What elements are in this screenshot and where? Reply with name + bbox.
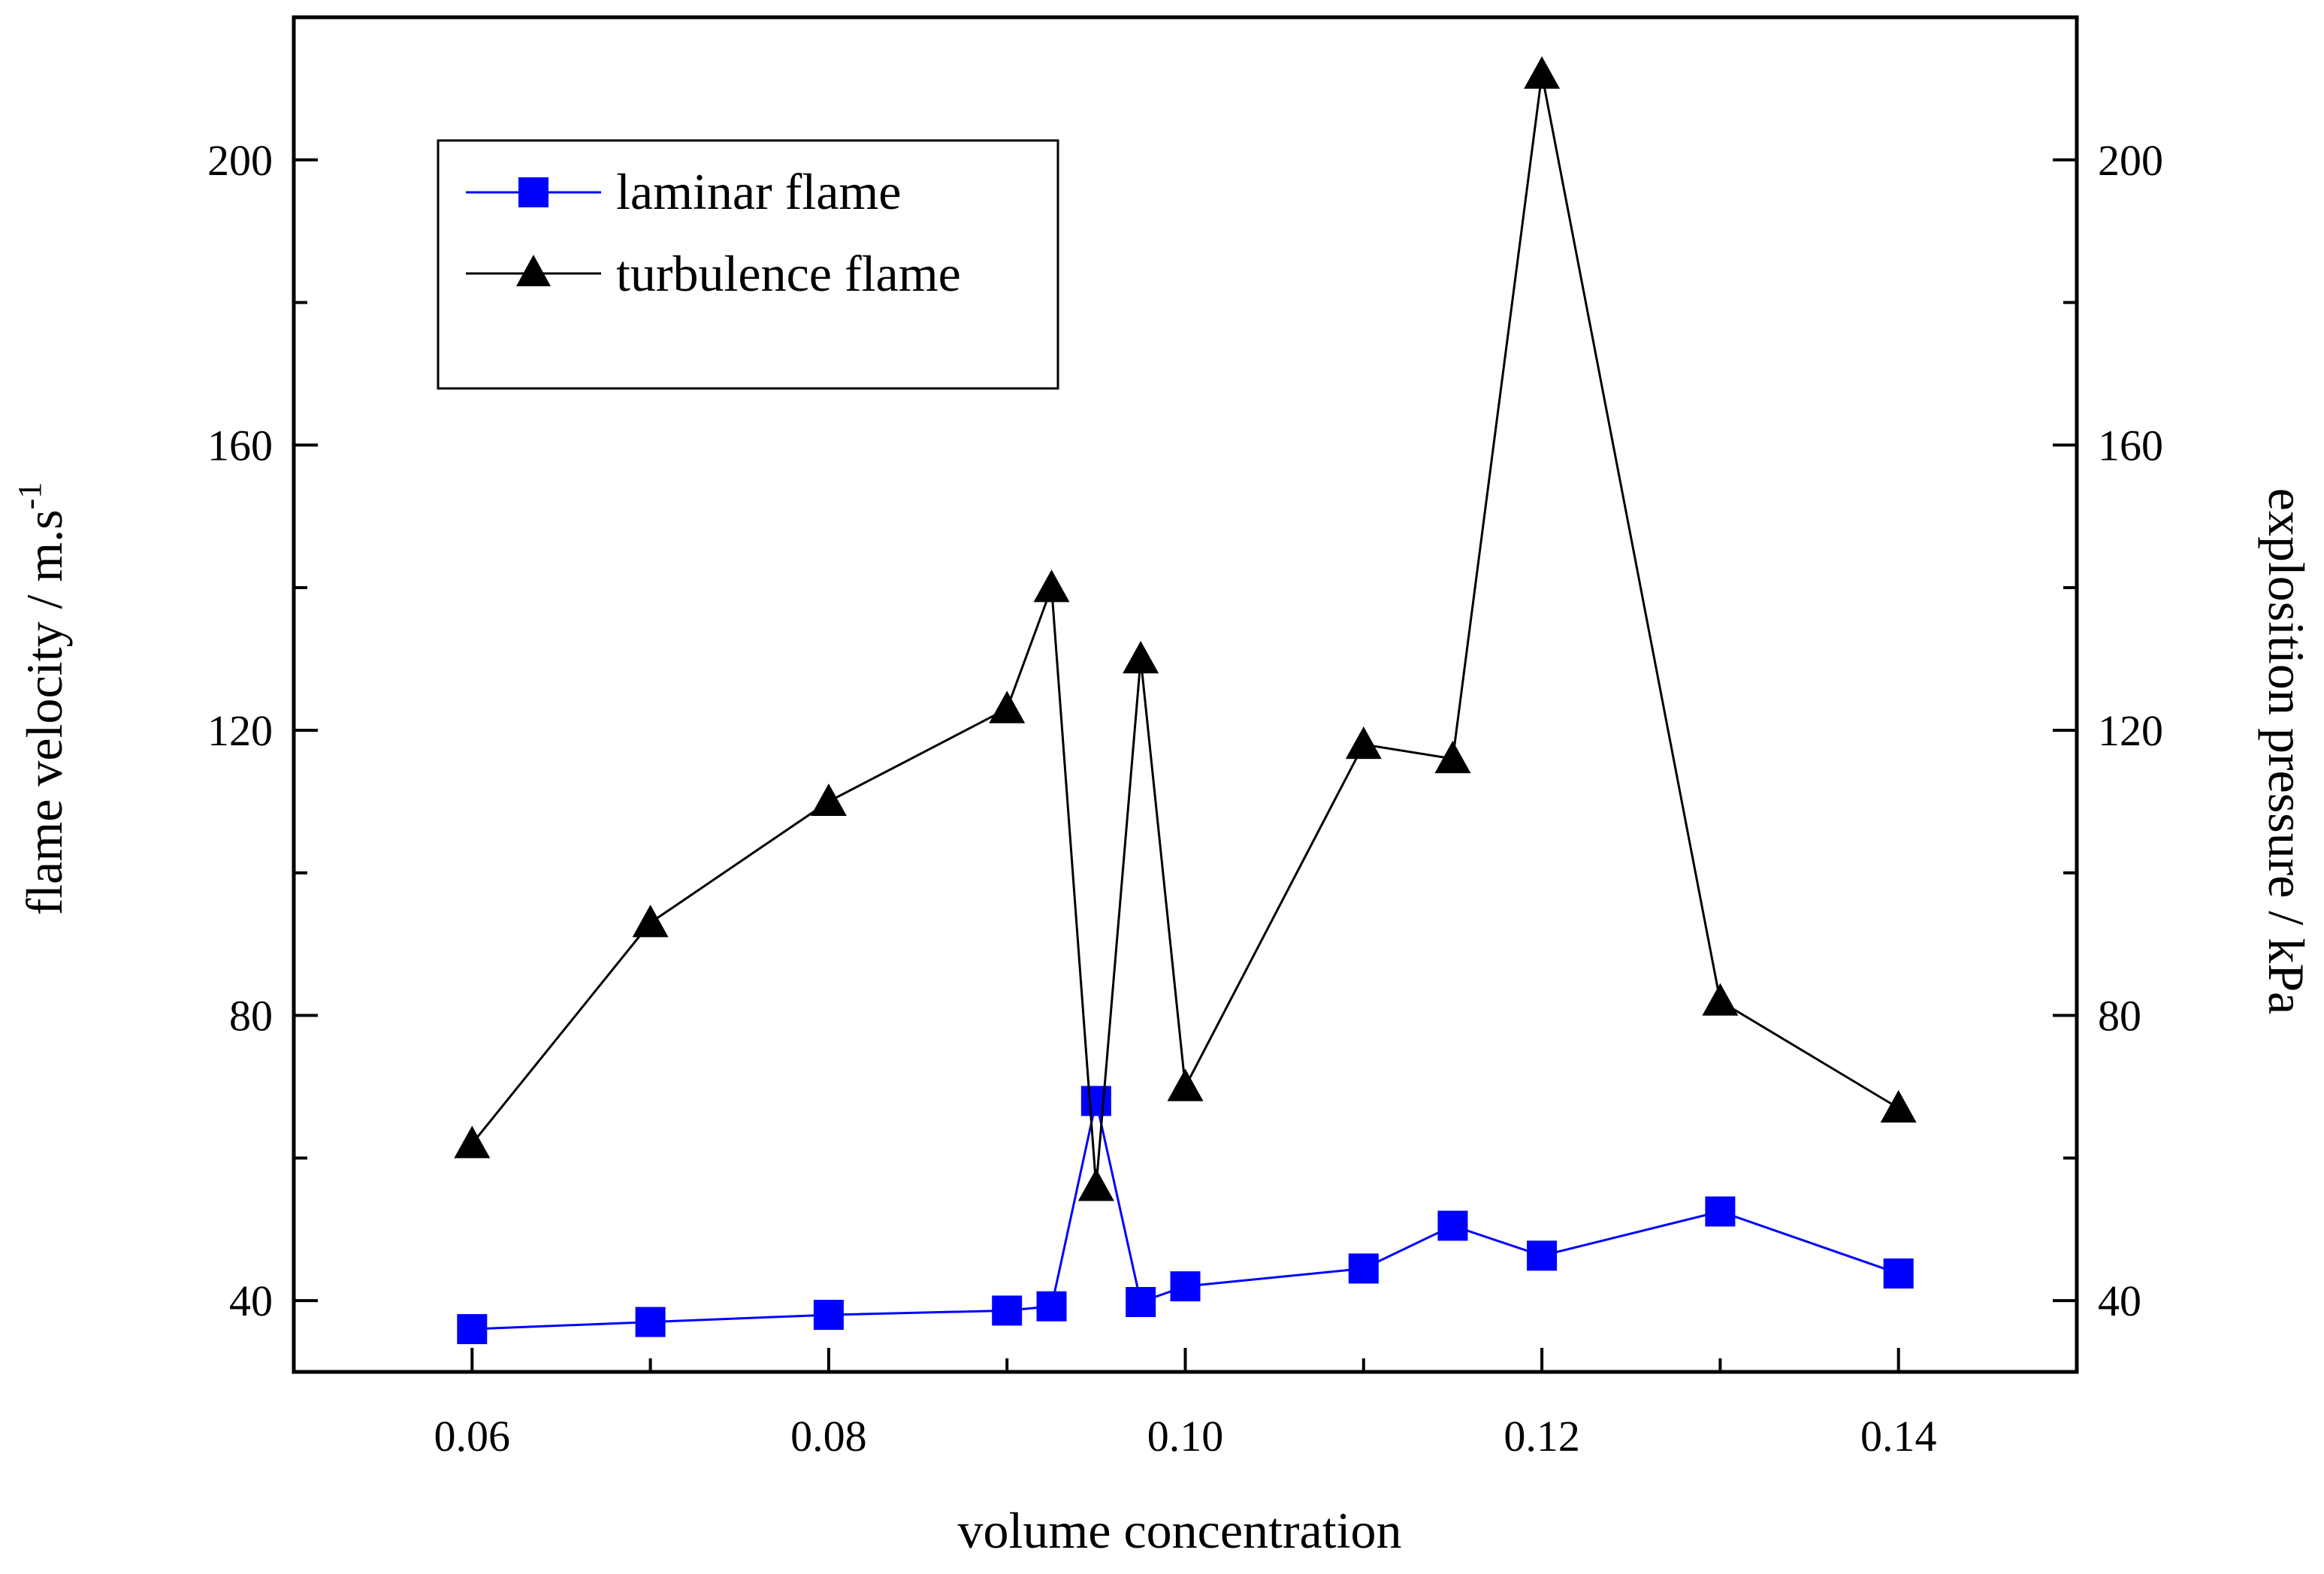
axis-tick-labels: 0.06 0.08 0.10 0.12 0.14 40 40 80 80 120 120 160 160… <box>207 136 2163 1461</box>
legend: laminar flame turbulence flame <box>437 139 1059 390</box>
series-turbulence-flame <box>454 56 1917 1201</box>
y-tick-label-right: 200 <box>2098 136 2163 185</box>
y-tick-label-left: 80 <box>229 992 273 1041</box>
data-point-square <box>1705 1196 1736 1227</box>
data-point-square <box>457 1314 488 1345</box>
data-point-square <box>1036 1291 1067 1322</box>
data-point-triangle <box>1167 1068 1204 1101</box>
data-point-triangle <box>1702 983 1739 1016</box>
legend-label-turbulence: turbulence flame <box>616 245 961 302</box>
data-point-triangle <box>1077 1168 1114 1201</box>
x-tick-label: 0.12 <box>1503 1412 1580 1461</box>
data-point-square <box>992 1295 1023 1326</box>
data-point-square <box>1883 1258 1914 1289</box>
y-axis-title-left: flame velocity / m.s-1 <box>11 482 73 916</box>
y-tick-label-left: 200 <box>207 136 273 185</box>
data-point-triangle <box>810 783 847 817</box>
data-point-square <box>1080 1086 1111 1116</box>
data-point-square <box>1348 1253 1379 1284</box>
data-point-triangle <box>1880 1089 1917 1123</box>
y-tick-label-right: 160 <box>2098 421 2163 470</box>
x-tick-label: 0.14 <box>1860 1412 1937 1461</box>
y-axis-title-right: explosition pressure / kPa <box>2258 488 2315 1015</box>
data-point-triangle <box>1123 641 1159 674</box>
data-point-square <box>1527 1240 1558 1271</box>
data-point-triangle <box>454 1125 491 1159</box>
data-point-triangle <box>989 690 1026 724</box>
legend-marker-turbulence <box>516 255 551 286</box>
data-point-triangle <box>1524 56 1561 89</box>
x-tick-label: 0.08 <box>790 1412 867 1461</box>
series-layer <box>454 56 1917 1345</box>
data-point-square <box>1437 1210 1468 1241</box>
data-point-square <box>635 1307 666 1337</box>
y-tick-label-right: 80 <box>2098 992 2141 1041</box>
y-axis-title-left-main: flame velocity / m.s <box>16 509 73 915</box>
data-point-square <box>813 1300 844 1331</box>
y-tick-label-right: 40 <box>2098 1276 2141 1325</box>
series-laminar-flame <box>457 1086 1914 1345</box>
data-point-triangle <box>1434 740 1471 774</box>
data-point-triangle <box>1345 726 1382 760</box>
data-point-triangle <box>632 905 669 938</box>
y-tick-label-left: 40 <box>229 1276 273 1325</box>
legend-marker-laminar <box>518 177 549 207</box>
x-axis-title: volume concentration <box>957 1502 1401 1559</box>
y-tick-label-left: 160 <box>207 421 273 470</box>
data-point-triangle <box>1033 569 1070 603</box>
y-tick-label-left: 120 <box>207 706 273 755</box>
y-axis-title-left-superscript: -1 <box>11 482 48 510</box>
y-tick-label-right: 120 <box>2098 706 2163 755</box>
x-tick-label: 0.10 <box>1147 1412 1224 1461</box>
data-point-square <box>1170 1271 1201 1302</box>
x-tick-label: 0.06 <box>434 1412 511 1461</box>
legend-label-laminar: laminar flame <box>616 163 901 220</box>
data-point-square <box>1126 1287 1156 1318</box>
axis-ticks <box>292 16 2078 1372</box>
